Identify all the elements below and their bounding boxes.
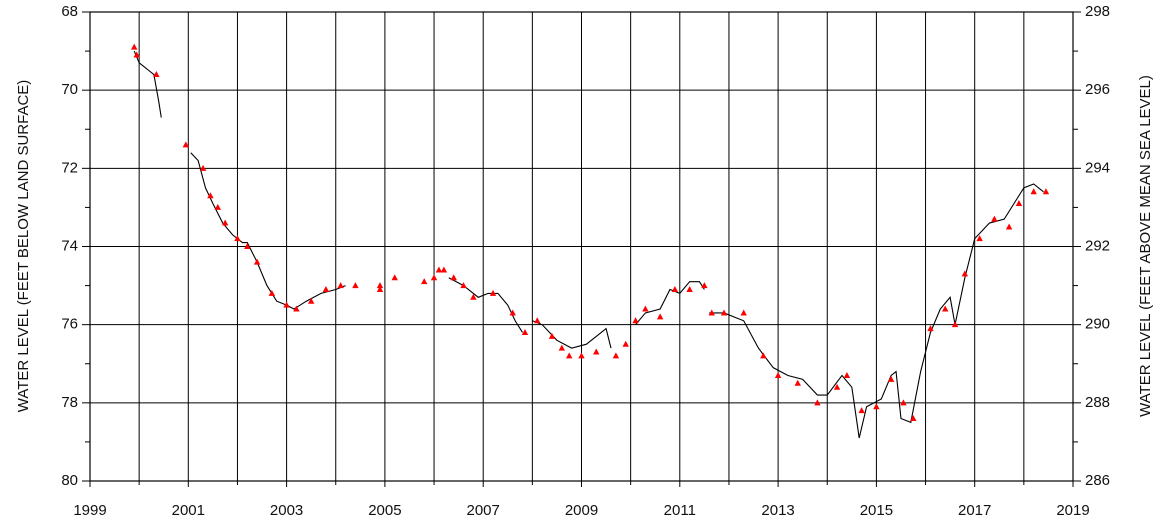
- measurement-marker: [234, 235, 241, 242]
- measurement-marker: [1030, 188, 1037, 195]
- y-tick-label: 78: [61, 394, 78, 411]
- y-tick-label: 72: [61, 159, 78, 176]
- y2-tick-label: 288: [1085, 394, 1110, 411]
- measurement-marker: [430, 274, 438, 281]
- measurement-marker: [435, 266, 443, 273]
- measurement-marker: [421, 278, 428, 285]
- measurement-marker: [470, 293, 477, 300]
- measurement-marker: [671, 285, 679, 292]
- measurement-marker: [268, 289, 276, 296]
- measurement-marker: [701, 282, 708, 289]
- measurement-marker: [131, 43, 138, 50]
- measurement-marker: [578, 352, 585, 359]
- x-tick-label: 2005: [368, 502, 401, 519]
- y-tick-label: 76: [61, 316, 78, 333]
- measurement-marker: [558, 344, 566, 351]
- measurement-marker: [900, 399, 907, 406]
- measurement-marker: [593, 348, 600, 355]
- measurement-marker: [910, 414, 917, 421]
- measurement-marker: [509, 309, 516, 316]
- y2-tick-label: 298: [1085, 3, 1110, 20]
- measurement-marker: [760, 352, 767, 359]
- measurement-marker: [376, 282, 384, 289]
- x-tick-label: 1999: [73, 502, 106, 519]
- measurement-marker: [833, 383, 841, 390]
- measurement-marker: [794, 379, 801, 386]
- x-tick-label: 2015: [860, 502, 893, 519]
- measurement-marker: [352, 282, 359, 289]
- measurement-marker: [450, 274, 457, 281]
- y2-tick-label: 294: [1085, 159, 1110, 176]
- y2-tick-label: 292: [1085, 237, 1110, 254]
- measurement-marker: [656, 313, 664, 320]
- measurement-marker: [133, 51, 140, 58]
- measurement-marker: [521, 328, 529, 335]
- measurement-marker: [642, 305, 649, 312]
- measurement-marker: [873, 403, 880, 410]
- x-tick-label: 2007: [467, 502, 500, 519]
- measurement-marker: [961, 270, 969, 277]
- measurement-marker: [976, 235, 983, 242]
- measurement-marker: [566, 352, 573, 359]
- measurement-marker: [774, 371, 782, 378]
- y-tick-label: 74: [61, 237, 78, 254]
- y-tick-label: 80: [61, 472, 78, 489]
- x-tick-label: 2017: [958, 502, 991, 519]
- measurement-marker: [534, 317, 541, 324]
- y-tick-label: 68: [61, 3, 78, 20]
- measurement-marker: [814, 399, 821, 406]
- measurement-marker: [622, 340, 629, 347]
- y-axis-label: WATER LEVEL (FEET BELOW LAND SURFACE): [15, 80, 32, 413]
- y-tick-label: 70: [61, 81, 78, 98]
- measurement-marker: [460, 282, 467, 289]
- measurement-marker: [199, 164, 207, 171]
- measurement-marker: [942, 305, 949, 312]
- measurement-marker: [632, 317, 639, 324]
- measurement-marker: [322, 285, 330, 292]
- measurement-marker: [686, 285, 693, 292]
- measurement-marker: [858, 407, 865, 414]
- measurement-marker: [221, 219, 229, 226]
- x-tick-label: 2019: [1056, 502, 1089, 519]
- y2-tick-label: 286: [1085, 472, 1110, 489]
- measurement-marker: [253, 258, 261, 265]
- measurement-marker: [391, 274, 398, 281]
- measurement-marker: [440, 266, 448, 273]
- measurement-marker: [182, 141, 190, 148]
- x-tick-label: 2003: [270, 502, 303, 519]
- y2-tick-label: 290: [1085, 316, 1110, 333]
- measurement-marker: [548, 332, 556, 339]
- measurement-marker: [337, 282, 344, 289]
- measurement-marker: [207, 192, 214, 199]
- y2-axis-label: WATER LEVEL (FEET ABOVE MEAN SEA LEVEL): [1137, 75, 1154, 417]
- measurement-marker: [887, 375, 895, 382]
- measurement-marker: [927, 325, 934, 332]
- plot-frame: [89, 11, 1074, 482]
- measurement-marker: [951, 321, 959, 328]
- measurement-marker: [720, 309, 728, 316]
- measurement-marker: [293, 305, 300, 312]
- measurement-marker: [307, 297, 315, 304]
- measurement-marker: [489, 289, 497, 296]
- measurement-marker: [214, 203, 221, 210]
- measurement-marker: [1015, 200, 1023, 207]
- measurement-marker: [1005, 223, 1013, 230]
- measurement-marker: [1042, 188, 1050, 195]
- y2-tick-label: 296: [1085, 81, 1110, 98]
- measurement-marker: [153, 71, 160, 78]
- x-tick-label: 2011: [664, 502, 696, 519]
- measurement-marker: [740, 309, 747, 316]
- x-tick-label: 2001: [172, 502, 205, 519]
- x-tick-label: 2013: [761, 502, 794, 519]
- measurement-marker: [376, 285, 384, 292]
- measurement-marker: [283, 301, 290, 308]
- measurement-marker: [843, 371, 851, 378]
- measurement-marker: [244, 243, 251, 249]
- x-tick-label: 2009: [565, 502, 598, 519]
- water-level-line: [133, 50, 1044, 439]
- measurement-marker: [708, 309, 715, 316]
- measurement-marker: [612, 352, 620, 359]
- measurement-marker: [991, 215, 998, 222]
